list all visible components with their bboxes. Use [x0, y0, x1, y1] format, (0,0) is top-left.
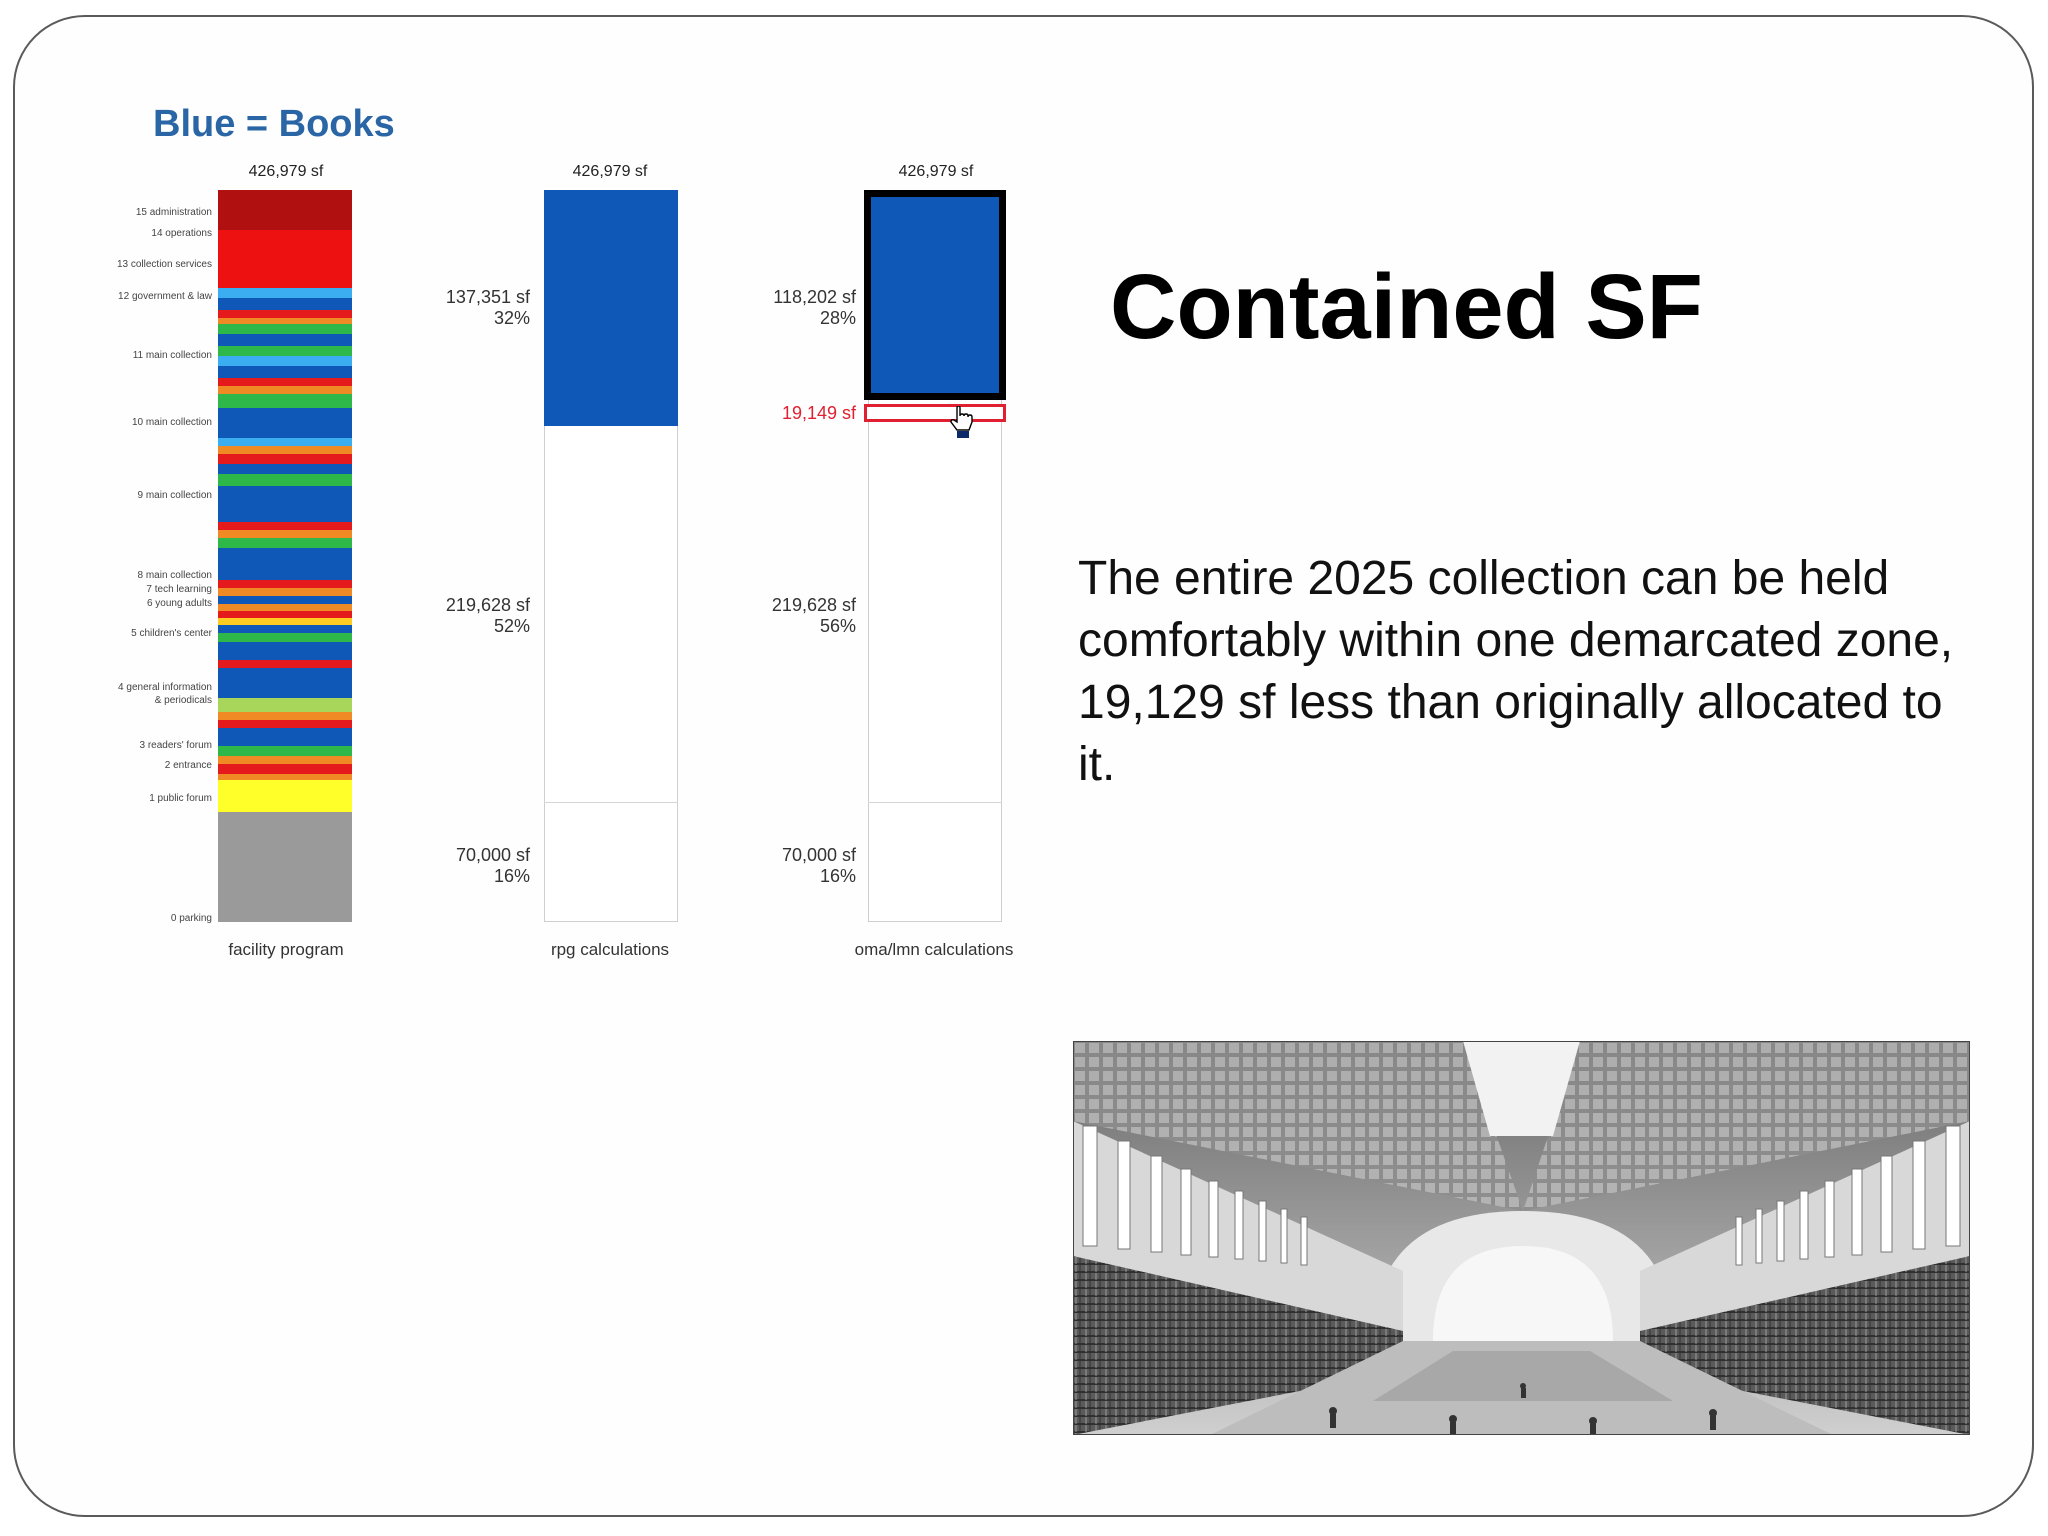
floor-label-0: 0 parking — [170, 913, 212, 924]
facility-caption: facility program — [228, 940, 344, 959]
floor-9-band-e — [218, 548, 352, 580]
floor-label-12: 12 government & law — [118, 291, 212, 302]
floor-13-band — [218, 288, 352, 298]
floor-label-2: 2 entrance — [164, 760, 212, 771]
floor-12-band-c — [218, 318, 352, 324]
floor-label-8: 8 main collection — [137, 570, 212, 581]
floor-3-band-a — [218, 746, 352, 756]
floor-9-band-b — [218, 522, 352, 530]
floor-label-1: 1 public forum — [149, 793, 212, 804]
rpg-caption: rpg calculations — [550, 940, 670, 959]
rpg-bottom-sf: 70,000 sf — [455, 845, 530, 865]
floor-4-band-a — [218, 698, 352, 712]
rpg-middle-value: 219,628 sf 52% — [400, 595, 530, 637]
floor-12-band-e — [218, 334, 352, 346]
rpg-books-pct: 32% — [493, 308, 530, 328]
oma-saved-zone — [864, 404, 1006, 422]
floor-6-band-a — [218, 618, 352, 625]
floor-11-band-g — [218, 408, 352, 438]
floor-7-band-b — [218, 611, 352, 618]
rpg-divider — [544, 802, 678, 803]
floor-10-band-a — [218, 438, 352, 446]
floor-label-6: 6 young adults — [146, 598, 212, 609]
floor-12-band-a — [218, 298, 352, 310]
oma-bottom-pct: 16% — [819, 866, 856, 886]
oma-books-value: 118,202 sf 28% — [726, 287, 856, 329]
floor-10-band-c — [218, 454, 352, 464]
floor-label-4b: & periodicals — [154, 695, 212, 706]
floor-label-4: 4 general information — [118, 682, 212, 693]
rpg-books-sf: 137,351 sf — [445, 287, 530, 307]
rpg-books-block — [544, 190, 678, 426]
floor-label-10: 10 main collection — [131, 417, 212, 428]
floor-7-band-a — [218, 604, 352, 611]
floor-label-7: 7 tech learning — [146, 584, 212, 595]
oma-books-sf: 118,202 sf — [773, 287, 856, 307]
floor-0-band — [218, 812, 352, 922]
floor-11-band-e — [218, 386, 352, 394]
floor-11-band-d — [218, 378, 352, 386]
floor-12-band-b — [218, 310, 352, 318]
floor-5-band-c — [218, 660, 352, 668]
floor-10-band-d — [218, 464, 352, 474]
oma-books-pct: 28% — [819, 308, 856, 328]
floor-label-14: 14 operations — [151, 228, 212, 239]
rpg-total-label: 426,979 sf — [572, 163, 648, 180]
rpg-books-value: 137,351 sf 32% — [400, 287, 530, 329]
rpg-bottom-value: 70,000 sf 16% — [400, 845, 530, 887]
floor-6-band-b — [218, 625, 352, 633]
hand-cursor-icon — [950, 406, 973, 438]
floor-5-band-a — [218, 633, 352, 642]
oma-bottom-sf: 70,000 sf — [781, 845, 856, 865]
floor-10-band-b — [218, 446, 352, 454]
oma-middle-value: 219,628 sf 56% — [726, 595, 856, 637]
rpg-middle-sf: 219,628 sf — [445, 595, 530, 615]
facility-total-label: 426,979 sf — [248, 163, 324, 180]
floor-4-band-b — [218, 712, 352, 720]
oma-middle-sf: 219,628 sf — [771, 595, 856, 615]
legend-title: Blue = Books — [153, 103, 395, 145]
oma-bottom-value: 70,000 sf 16% — [726, 845, 856, 887]
floor-9-band-a — [218, 486, 352, 522]
floor-5-band-b — [218, 642, 352, 660]
slide-title: Contained SF — [1110, 256, 1703, 358]
floor-3-band-b — [218, 756, 352, 764]
floor-label-5: 5 children's center — [131, 628, 212, 639]
floor-4-band-c — [218, 720, 352, 728]
floor-11-band-c — [218, 366, 352, 378]
floor-4-band-d — [218, 728, 352, 746]
oma-divider — [868, 802, 1002, 803]
oma-total-label: 426,979 sf — [898, 163, 974, 180]
floor-2-band-b — [218, 774, 352, 780]
floor-11-band-b — [218, 356, 352, 366]
floor-5-band-d — [218, 668, 352, 698]
floor-8-band-c — [218, 596, 352, 604]
floor-11-band-f — [218, 394, 352, 408]
floor-label-9: 9 main collection — [137, 490, 212, 501]
floor-label-11: 11 main collection — [132, 350, 212, 361]
rpg-bottom-pct: 16% — [493, 866, 530, 886]
floor-label-3: 3 readers' forum — [139, 740, 213, 751]
slide-body-text: The entire 2025 collection can be held c… — [1078, 552, 1954, 791]
oma-middle-pct: 56% — [819, 616, 856, 636]
floor-9-band-d — [218, 538, 352, 548]
floor-14-band — [218, 230, 352, 288]
oma-saved-value: 19,149 sf — [781, 403, 856, 423]
library-hall-illustration — [1073, 1041, 1970, 1435]
floor-12-band-d — [218, 324, 352, 334]
floor-1-band — [218, 780, 352, 812]
floor-8-band-b — [218, 588, 352, 596]
floor-11-band-a — [218, 346, 352, 356]
oma-caption: oma/lmn calculations — [854, 940, 1014, 959]
floor-label-15: 15 administration — [135, 207, 212, 218]
rpg-middle-pct: 52% — [493, 616, 530, 636]
floor-2-band-a — [218, 764, 352, 774]
floor-9-band-c — [218, 530, 352, 538]
floor-10-band-e — [218, 474, 352, 486]
floor-label-13: 13 collection services — [116, 259, 212, 270]
floor-8-band-a — [218, 580, 352, 588]
facility-program-bar — [218, 190, 352, 922]
oma-books-block — [864, 190, 1006, 400]
floor-15-band — [218, 190, 352, 230]
